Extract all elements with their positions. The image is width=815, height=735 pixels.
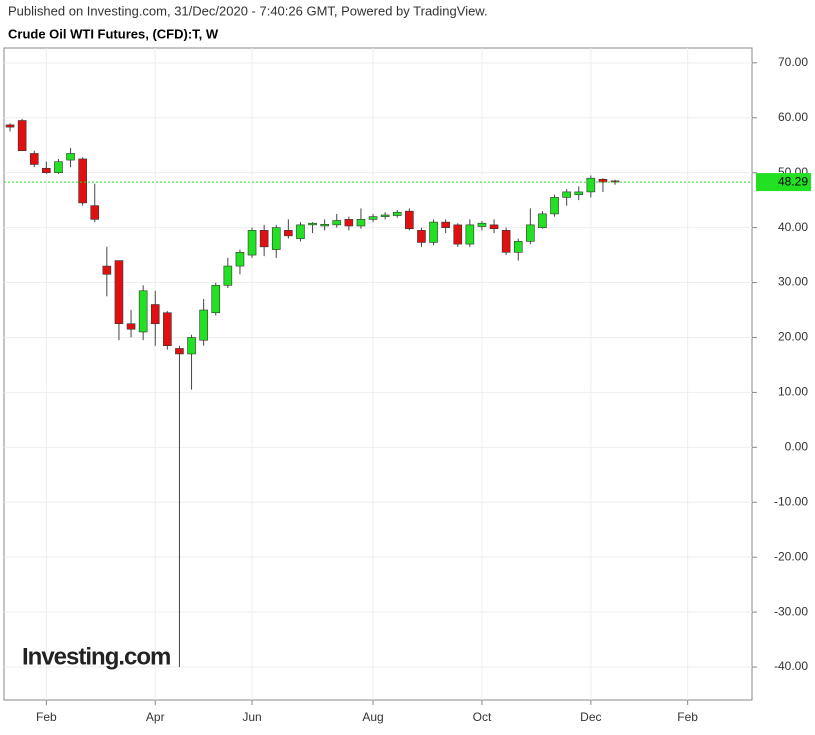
chart-title: Crude Oil WTI Futures, (CFD):T, W xyxy=(8,26,219,41)
candle-body xyxy=(78,158,87,204)
y-tick-label: 40.00 xyxy=(778,220,808,234)
candle-body xyxy=(610,180,620,183)
x-tick-label: Dec xyxy=(580,710,601,724)
y-tick-label: -10.00 xyxy=(774,494,808,508)
y-tick-label: -40.00 xyxy=(774,659,808,673)
candle-body xyxy=(211,284,221,314)
candle-body xyxy=(574,191,584,195)
candle-body xyxy=(356,219,366,227)
candle-body xyxy=(465,224,475,245)
y-tick-label: 70.00 xyxy=(778,55,808,69)
y-tick-label: -30.00 xyxy=(774,604,808,618)
candle-body xyxy=(271,227,281,250)
candle-body xyxy=(247,230,257,256)
candle-body xyxy=(66,153,75,161)
candle-body xyxy=(296,224,305,239)
candle-body xyxy=(126,323,136,330)
candle-body xyxy=(320,224,329,227)
candle-body xyxy=(405,210,414,230)
candle-body xyxy=(54,161,63,173)
candle-body xyxy=(429,221,438,243)
candle-body xyxy=(598,178,608,183)
candle-body xyxy=(163,312,172,347)
y-tick-label: 10.00 xyxy=(778,385,808,399)
plot-frame xyxy=(3,47,753,701)
x-tick-label: Jun xyxy=(242,710,261,724)
x-tick-label: Apr xyxy=(146,710,165,724)
candle-body xyxy=(29,153,39,165)
y-tick-label: 0.00 xyxy=(785,440,809,454)
candle-body xyxy=(102,265,112,275)
candle-body xyxy=(114,260,124,325)
candle-body xyxy=(441,221,450,228)
candle-body xyxy=(187,337,196,355)
candle-body xyxy=(477,222,487,227)
candle-body xyxy=(526,224,535,242)
x-tick-label: Feb xyxy=(677,710,698,724)
candle-body xyxy=(235,252,245,267)
candle-body xyxy=(17,120,27,152)
candle-body xyxy=(42,167,51,173)
candle-body xyxy=(562,191,571,198)
last-price-box xyxy=(756,173,811,192)
y-tick-label: -20.00 xyxy=(774,549,808,563)
candle-body xyxy=(284,230,293,237)
candle-body xyxy=(501,230,511,253)
candle-body xyxy=(5,124,15,128)
candle-body xyxy=(90,205,100,220)
candle-body xyxy=(380,214,390,217)
candle-body xyxy=(453,224,463,245)
y-tick-label: 30.00 xyxy=(778,275,808,289)
last-price-label: 48.29 xyxy=(778,174,808,188)
y-tick-label: 60.00 xyxy=(778,110,808,124)
candle-body xyxy=(199,309,208,341)
x-tick-label: Aug xyxy=(362,710,383,724)
candle-body xyxy=(344,219,354,227)
candle-body xyxy=(550,197,559,215)
candle-body xyxy=(308,222,317,226)
candle-body xyxy=(586,177,596,193)
candle-body xyxy=(513,241,523,253)
candle-body xyxy=(392,211,402,216)
y-tick-label: 20.00 xyxy=(778,330,808,344)
candle-body xyxy=(138,290,148,333)
candle-body xyxy=(259,230,269,248)
candle-body xyxy=(489,224,499,230)
candle-body xyxy=(368,216,378,220)
x-tick-label: Oct xyxy=(473,710,492,724)
candle-body xyxy=(223,265,233,286)
published-note: Published on Investing.com, 31/Dec/2020 … xyxy=(8,3,488,18)
watermark: Investing.com xyxy=(22,643,170,670)
candle-body xyxy=(538,213,547,228)
candle-body xyxy=(417,230,426,243)
candle-body xyxy=(332,220,342,226)
candle-body xyxy=(150,304,160,325)
x-tick-label: Feb xyxy=(36,710,57,724)
candle-body xyxy=(175,348,184,355)
